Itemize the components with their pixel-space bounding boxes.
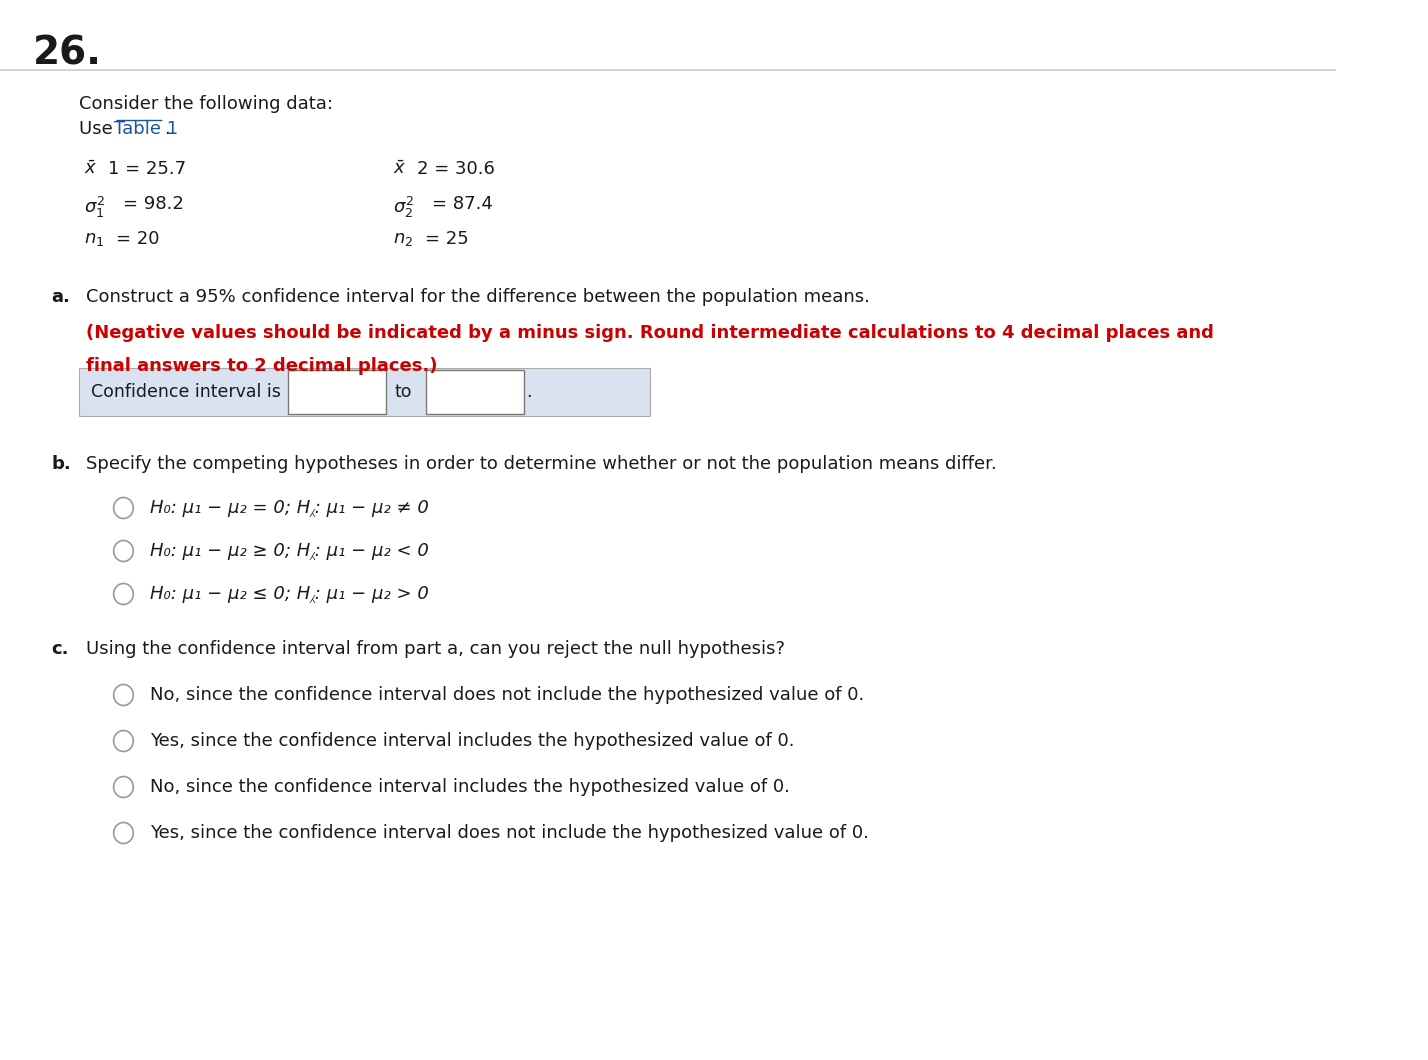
FancyBboxPatch shape <box>288 370 386 414</box>
Text: = 20: = 20 <box>116 230 160 248</box>
Text: b.: b. <box>51 455 71 473</box>
Circle shape <box>114 685 133 706</box>
Text: H₀: μ₁ − μ₂ ≥ 0; H⁁: μ₁ − μ₂ < 0: H₀: μ₁ − μ₂ ≥ 0; H⁁: μ₁ − μ₂ < 0 <box>150 542 428 560</box>
Text: a.: a. <box>51 288 70 306</box>
Text: Confidence interval is: Confidence interval is <box>91 383 280 401</box>
Text: H₀: μ₁ − μ₂ = 0; H⁁: μ₁ − μ₂ ≠ 0: H₀: μ₁ − μ₂ = 0; H⁁: μ₁ − μ₂ ≠ 0 <box>150 499 428 517</box>
Text: = 87.4: = 87.4 <box>433 195 493 213</box>
Circle shape <box>114 583 133 604</box>
Circle shape <box>114 823 133 844</box>
Text: H₀: μ₁ − μ₂ ≤ 0; H⁁: μ₁ − μ₂ > 0: H₀: μ₁ − μ₂ ≤ 0; H⁁: μ₁ − μ₂ > 0 <box>150 585 428 603</box>
Text: No, since the confidence interval includes the hypothesized value of 0.: No, since the confidence interval includ… <box>150 778 790 796</box>
Text: Yes, since the confidence interval does not include the hypothesized value of 0.: Yes, since the confidence interval does … <box>150 824 868 842</box>
Text: No, since the confidence interval does not include the hypothesized value of 0.: No, since the confidence interval does n… <box>150 686 864 704</box>
Text: Yes, since the confidence interval includes the hypothesized value of 0.: Yes, since the confidence interval inclu… <box>150 732 794 750</box>
Text: = 98.2: = 98.2 <box>123 195 184 213</box>
Text: Specify the competing hypotheses in order to determine whether or not the popula: Specify the competing hypotheses in orde… <box>86 455 997 473</box>
Text: $\sigma_1^2$: $\sigma_1^2$ <box>84 195 106 220</box>
FancyBboxPatch shape <box>426 370 524 414</box>
Text: Use: Use <box>80 120 119 138</box>
Circle shape <box>114 730 133 752</box>
Text: $n_2$: $n_2$ <box>393 230 413 248</box>
Text: Table 1: Table 1 <box>114 120 178 138</box>
Circle shape <box>114 541 133 562</box>
Text: $\bar{x}$: $\bar{x}$ <box>393 160 406 178</box>
Text: = 25: = 25 <box>424 230 468 248</box>
Text: c.: c. <box>51 640 69 658</box>
Text: $\sigma_2^2$: $\sigma_2^2$ <box>393 195 414 220</box>
Text: Consider the following data:: Consider the following data: <box>80 95 334 113</box>
Text: 1 = 25.7: 1 = 25.7 <box>109 160 187 178</box>
Text: .: . <box>164 120 170 138</box>
Text: Using the confidence interval from part a, can you reject the null hypothesis?: Using the confidence interval from part … <box>86 640 785 658</box>
Text: $n_1$: $n_1$ <box>84 230 104 248</box>
Text: final answers to 2 decimal places.): final answers to 2 decimal places.) <box>86 357 437 375</box>
Text: (Negative values should be indicated by a minus sign. Round intermediate calcula: (Negative values should be indicated by … <box>86 324 1214 342</box>
Text: Construct a 95% confidence interval for the difference between the population me: Construct a 95% confidence interval for … <box>86 288 875 306</box>
FancyBboxPatch shape <box>80 368 650 416</box>
Circle shape <box>114 777 133 797</box>
Text: 2 = 30.6: 2 = 30.6 <box>417 160 496 178</box>
Text: 26.: 26. <box>33 35 101 73</box>
Text: to: to <box>394 383 413 401</box>
Text: $\bar{x}$: $\bar{x}$ <box>84 160 97 178</box>
Circle shape <box>114 497 133 518</box>
Text: .: . <box>527 383 533 401</box>
